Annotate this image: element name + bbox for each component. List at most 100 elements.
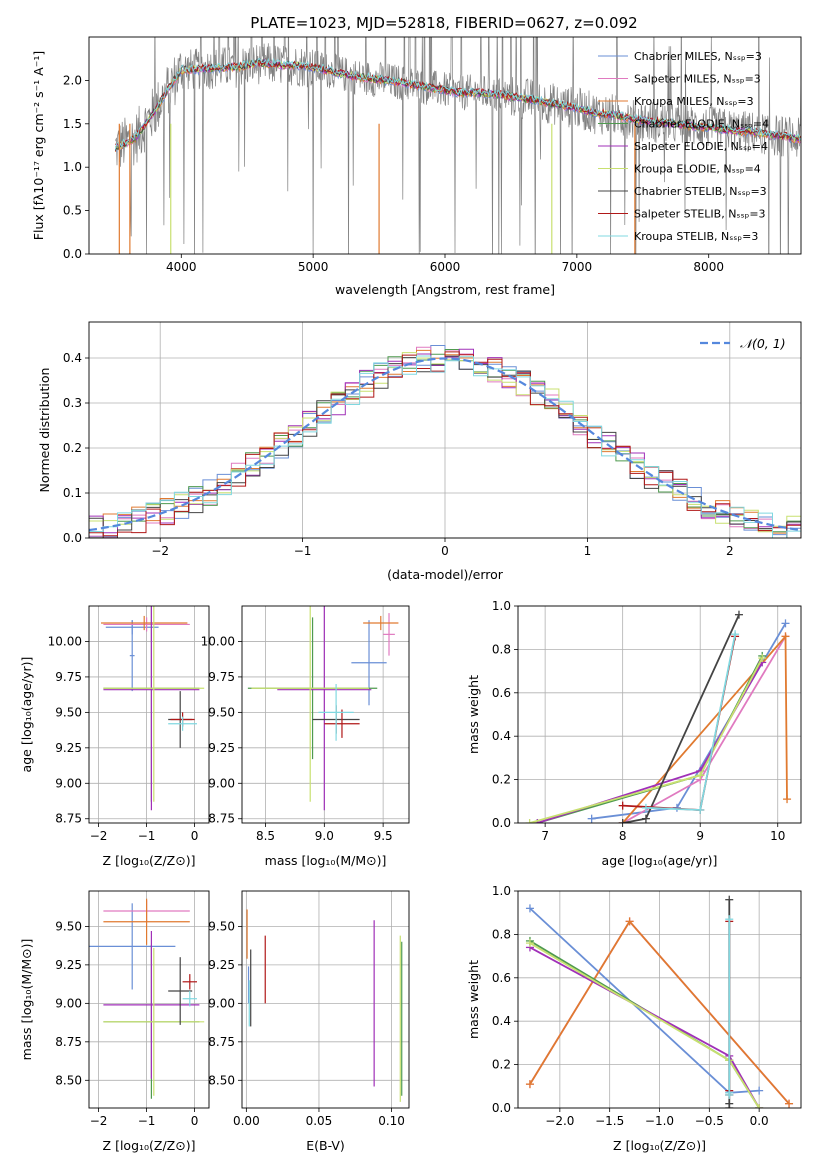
y-tick-label: 9.50 [208, 705, 235, 719]
y-tick-label: 0.0 [63, 247, 82, 261]
legend-label: Kroupa STELIB, Nₛₛₚ=3 [634, 230, 758, 243]
spectrum-frame: 4000 5000 6000 7000 8000 0.0 0.5 1.0 1.5 2.0 wavel… [31, 36, 802, 297]
x-axis-label: Z [log₁₀(Z/Z⊙)] [613, 1138, 706, 1153]
y-tick-label: 10.00 [48, 634, 82, 648]
x-tick-label: −0.5 [695, 1114, 724, 1128]
y-tick-label: 0.2 [492, 773, 511, 787]
mass-Z-axes [89, 891, 209, 1108]
legend-label: 𝒩(0, 1) [740, 336, 786, 351]
age-mass-frame: 8.5 9.0 9.5 8.75 9.00 9.25 9.50 9.75 10.00 mass [… [201, 605, 410, 868]
y-tick-label: 0.0 [492, 816, 511, 830]
mass-EBV-frame: 0.00 0.05 0.10 8.50 8.75 9.00 9.25 9.50 E(B-V) [208, 890, 410, 1153]
x-tick-label: −2 [151, 544, 169, 558]
x-axis-label: mass [log₁₀(M/M⊙)] [265, 853, 387, 868]
y-tick-label: 9.75 [208, 670, 235, 684]
x-tick-label: −1 [138, 829, 156, 843]
weight-Z-frame: −2.0 −1.5 −1.0 −0.5 0.0 0.0 0.2 0.4 0.6 0.8 1.0 Z [… [466, 884, 802, 1153]
y-tick-label: 8.75 [55, 812, 82, 826]
residuals-frame: −2 −1 0 1 2 0.0 0.1 0.2 0.3 0.4 (data-model)/error… [37, 321, 802, 582]
plot-frame [241, 605, 410, 824]
y-tick-label: 9.50 [55, 919, 82, 933]
x-axis-label: wavelength [Angstrom, rest frame] [335, 282, 555, 297]
x-tick-label: 0.0 [750, 1114, 769, 1128]
x-tick-label: 8.5 [256, 829, 275, 843]
y-tick-label: 0.2 [492, 1058, 511, 1072]
y-tick-label: 9.50 [55, 705, 82, 719]
y-tick-label: 9.00 [208, 996, 235, 1010]
x-tick-label: 8 [619, 829, 627, 843]
y-tick-label: 0.6 [492, 971, 511, 985]
weight-line [537, 655, 763, 823]
legend-label: Kroupa ELODIE, Nₛₛₚ=4 [634, 163, 761, 176]
age-mass-axes [242, 606, 409, 823]
x-tick-label: 9.5 [374, 829, 393, 843]
legend-label: Chabrier STELIB, Nₛₛₚ=3 [634, 185, 767, 198]
weight-line [537, 661, 763, 823]
x-axis-label: Z [log₁₀(Z/Z⊙)] [103, 853, 196, 868]
x-tick-label: 0 [191, 829, 199, 843]
x-tick-label: 9.0 [315, 829, 334, 843]
plot-frame [88, 890, 210, 1109]
y-tick-label: 0.5 [63, 204, 82, 218]
y-tick-label: 1.0 [63, 160, 82, 174]
x-tick-label: 5000 [298, 260, 329, 274]
spectrum-legend: Chabrier MILES, Nₛₛₚ=3 Salpeter MILES, Nₛ… [598, 50, 769, 243]
weight-Z-plot-area [525, 895, 794, 1108]
legend-label: Salpeter ELODIE, Nₛₛₚ=4 [634, 140, 768, 153]
x-tick-label: 9 [696, 829, 704, 843]
weight-age-frame: 7 8 9 10 0.0 0.2 0.4 0.6 0.8 1.0 age [log₁₀(age/yr… [466, 599, 802, 868]
x-axis-label: E(B-V) [306, 1138, 345, 1153]
plot-frame [241, 890, 410, 1109]
weight-line [529, 942, 760, 1108]
x-tick-label: −2.0 [545, 1114, 574, 1128]
age-Z-plot-area [101, 606, 205, 811]
y-tick-label: 0.8 [492, 642, 511, 656]
age-Z-axes [89, 606, 209, 823]
y-tick-label: 10.00 [201, 634, 235, 648]
x-tick-label: −2 [90, 1114, 108, 1128]
x-tick-label: 4000 [166, 260, 197, 274]
y-tick-label: 8.50 [55, 1073, 82, 1087]
y-tick-label: 9.00 [208, 776, 235, 790]
age-mass-plot-area [247, 606, 399, 811]
weight-line [529, 657, 763, 823]
y-tick-label: 9.75 [55, 670, 82, 684]
x-tick-label: 7 [541, 829, 549, 843]
weight-Z-axes [518, 890, 801, 1109]
x-tick-label: −1.5 [595, 1114, 624, 1128]
y-tick-label: 1.5 [63, 117, 82, 131]
y-tick-label: 0.4 [492, 729, 511, 743]
y-tick-label: 0.6 [492, 686, 511, 700]
x-tick-label: −1 [294, 544, 312, 558]
residuals-legend: 𝒩(0, 1) [700, 336, 786, 351]
y-tick-label: 0.4 [492, 1014, 511, 1028]
y-tick-label: 9.25 [208, 741, 235, 755]
y-tick-label: 9.25 [55, 958, 82, 972]
y-axis-label: Flux [fλ10⁻¹⁷ erg cm⁻² s⁻¹ A⁻¹] [31, 51, 46, 240]
x-tick-label: 0.10 [378, 1114, 405, 1128]
x-tick-label: 0.00 [233, 1114, 260, 1128]
x-tick-label: 1 [584, 544, 592, 558]
y-axis-label: age [log₁₀(age/yr)] [19, 657, 34, 773]
weight-age-plot-area [525, 610, 792, 823]
plot-frame [88, 605, 210, 824]
model-spectrum-line [114, 57, 801, 150]
x-tick-label: 8000 [693, 260, 724, 274]
y-tick-label: 8.75 [55, 1035, 82, 1049]
legend-label: Chabrier MILES, Nₛₛₚ=3 [634, 50, 762, 63]
y-tick-label: 9.50 [208, 919, 235, 933]
weight-line [529, 907, 760, 1094]
legend-label: Kroupa MILES, Nₛₛₚ=3 [634, 95, 754, 108]
y-tick-label: 0.1 [63, 486, 82, 500]
legend-label: Salpeter STELIB, Nₛₛₚ=3 [634, 208, 766, 221]
y-tick-label: 0.8 [492, 927, 511, 941]
x-tick-label: −1.0 [645, 1114, 674, 1128]
x-tick-label: 0 [441, 544, 449, 558]
y-tick-label: 9.25 [55, 741, 82, 755]
x-tick-label: 0 [191, 1114, 199, 1128]
legend-label: Salpeter MILES, Nₛₛₚ=3 [634, 73, 761, 86]
x-axis-label: (data-model)/error [387, 567, 504, 582]
mass-EBV-plot-area [246, 909, 403, 1102]
y-tick-label: 8.75 [208, 812, 235, 826]
x-tick-label: 6000 [430, 260, 461, 274]
